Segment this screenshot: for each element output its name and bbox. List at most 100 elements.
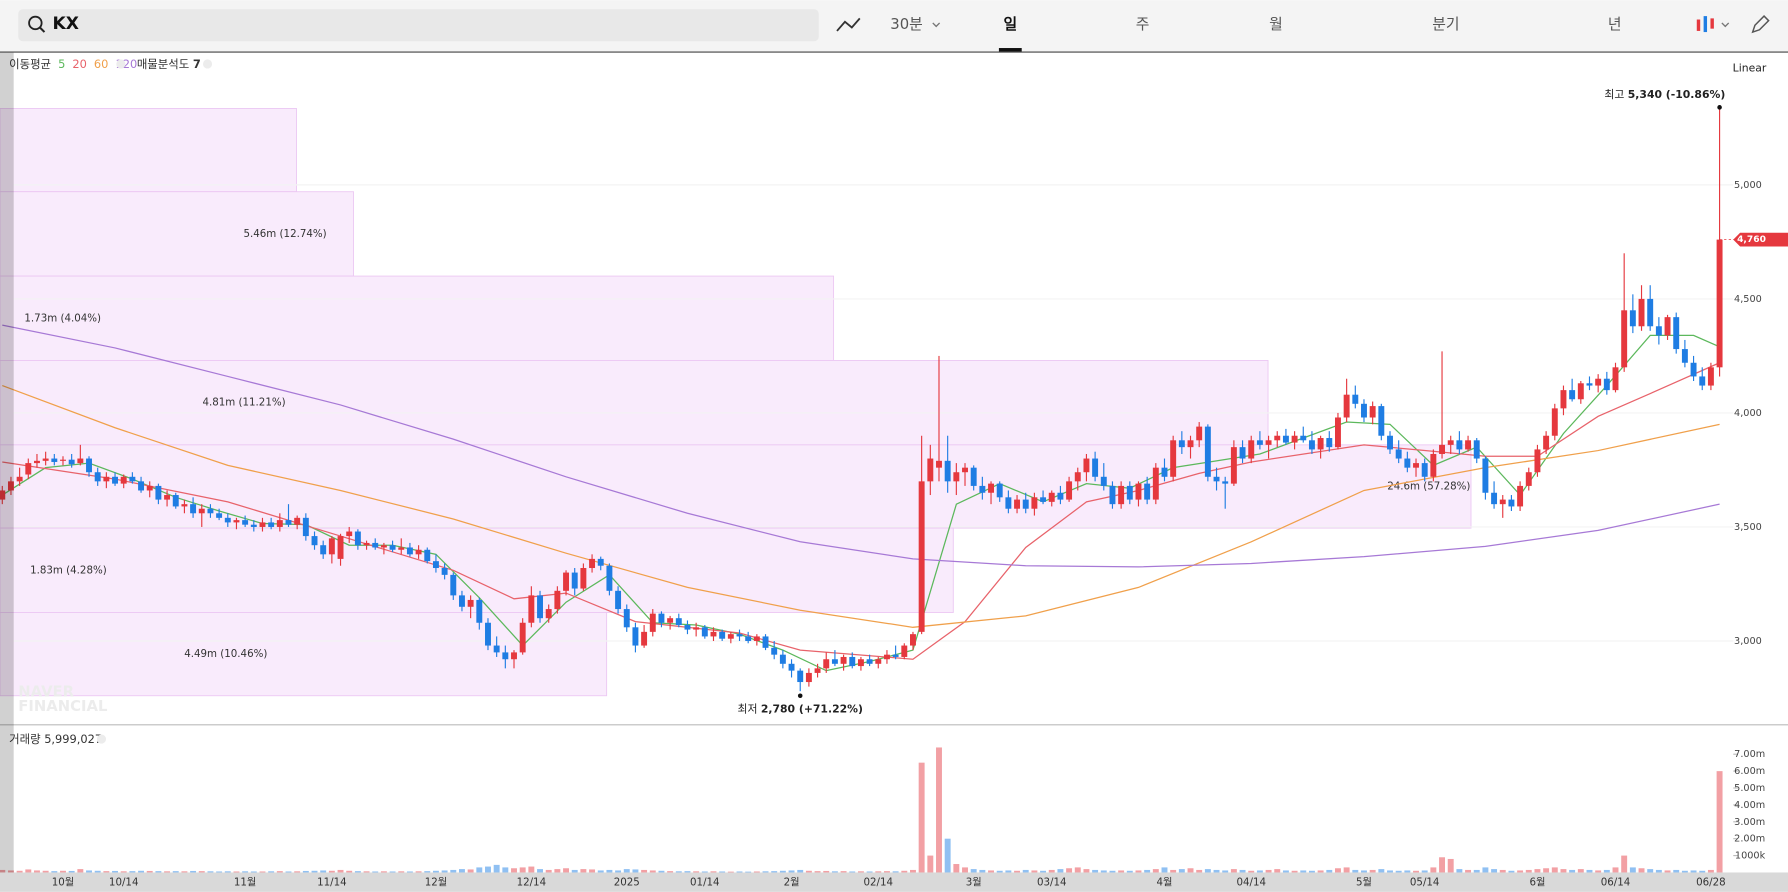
volume-bar	[1074, 867, 1081, 873]
candle-body	[1317, 438, 1324, 450]
candle-body	[970, 467, 977, 486]
period-tab[interactable]: 30분	[890, 16, 922, 33]
x-tick-label: 10월	[52, 877, 74, 889]
x-tick-label: 06/28	[1696, 877, 1726, 889]
draw-icon[interactable]	[1751, 15, 1770, 34]
candle-body	[172, 495, 179, 507]
volume-bar	[988, 870, 994, 873]
volume-bar	[476, 867, 483, 873]
volume-bar	[502, 867, 509, 873]
volume-bar	[485, 866, 491, 873]
volume-bar	[7, 870, 14, 873]
volume-bar	[450, 869, 457, 873]
candle-body	[1248, 440, 1255, 459]
volume-bar	[1083, 869, 1090, 873]
scale-mode[interactable]: Linear	[1733, 62, 1767, 75]
candle-body	[762, 636, 769, 648]
search-box[interactable]	[18, 9, 819, 42]
candle-body	[415, 549, 422, 555]
candle-body	[875, 659, 882, 664]
candle-body	[441, 568, 448, 575]
candle-body	[1109, 485, 1116, 505]
candle-body	[60, 459, 66, 461]
candle-body	[1378, 406, 1385, 436]
x-axis-band	[0, 872, 1788, 892]
candle-body	[1699, 376, 1706, 386]
candle-body	[1014, 499, 1021, 509]
legend-ma[interactable]: 5	[58, 56, 65, 70]
x-tick-label: 06/14	[1601, 877, 1631, 889]
period-tab[interactable]: 월	[1269, 16, 1283, 33]
volume-bar	[103, 871, 110, 873]
candle-body	[615, 590, 622, 610]
volume-bar	[424, 871, 431, 873]
axes: 3,000 3,500 4,000 4,500 5,000 1000k 2.00m 3.00m…	[1733, 180, 1766, 862]
high-prefix: 최고	[1604, 88, 1624, 101]
candle-body	[233, 520, 240, 523]
volume-bar	[1248, 870, 1255, 873]
candle-body	[883, 654, 890, 660]
candle-body	[1256, 440, 1263, 445]
period-tab[interactable]: 년	[1608, 16, 1622, 33]
price-tag	[1733, 232, 1788, 247]
candle-body	[667, 618, 674, 623]
candle-body	[7, 481, 14, 491]
volume-bar	[432, 870, 439, 873]
volume-bar	[1595, 870, 1602, 873]
volume-tick-label: 7.00m	[1734, 749, 1765, 760]
candle-body	[1074, 472, 1081, 482]
volume-bar	[181, 871, 188, 873]
price-tag-label: 4,760	[1737, 235, 1766, 245]
legend-ma[interactable]: 20	[72, 56, 87, 70]
volume-bar	[1161, 867, 1168, 873]
candle-body	[354, 531, 361, 546]
high-label: 5,340 (-10.86%)	[1628, 88, 1726, 101]
legend-close[interactable]	[96, 734, 107, 744]
volume-bar	[51, 871, 58, 873]
profile-legend: 매물분석도 7	[137, 56, 201, 70]
candle-body	[1465, 440, 1472, 450]
period-tab[interactable]: 주	[1136, 16, 1150, 33]
x-tick-label: 05/14	[1410, 877, 1440, 889]
candle-body	[34, 460, 40, 464]
volume-title: 거래량	[9, 732, 41, 746]
legend-close[interactable]	[202, 59, 213, 69]
profile-box	[0, 275, 835, 361]
volume-tick-label: 3.00m	[1734, 817, 1765, 828]
volume-bar	[1525, 869, 1532, 873]
volume-bar	[1282, 870, 1289, 873]
volume-bar	[129, 871, 136, 873]
candle-body	[1343, 394, 1350, 418]
candle-body	[1204, 426, 1211, 477]
period-tab[interactable]: 분기	[1432, 16, 1459, 33]
volume-bar	[1447, 858, 1454, 873]
candle-body	[1308, 440, 1315, 450]
indicator-icon[interactable]	[836, 17, 861, 32]
candle-body	[16, 476, 23, 482]
x-tick-label: 2025	[614, 877, 640, 889]
candle-body	[1395, 449, 1402, 459]
candle-body	[450, 574, 457, 596]
legend-close[interactable]	[116, 59, 126, 69]
volume-tick-label: 6.00m	[1734, 766, 1765, 777]
candle-type-icon[interactable]	[1696, 16, 1730, 33]
volume-bar	[1430, 867, 1437, 873]
volume-bar	[1517, 870, 1524, 873]
low-prefix: 최저	[737, 702, 757, 715]
volume-bar	[511, 868, 517, 873]
dropdown-arrow	[1721, 22, 1730, 28]
volume-bar	[615, 870, 622, 873]
legend-ma[interactable]: 60	[94, 56, 108, 70]
candle-body	[1144, 483, 1151, 500]
volume-tick-label: 5.00m	[1734, 783, 1765, 794]
period-tab[interactable]: 일	[1003, 16, 1017, 33]
volume-bar	[1239, 869, 1246, 873]
volume-bar	[1395, 870, 1402, 873]
candle-body	[1551, 408, 1558, 436]
volume-bar	[372, 871, 379, 873]
candle-body	[198, 508, 205, 514]
candle-body	[302, 517, 309, 537]
volume-bar	[1465, 869, 1472, 873]
candle-body	[840, 656, 847, 664]
